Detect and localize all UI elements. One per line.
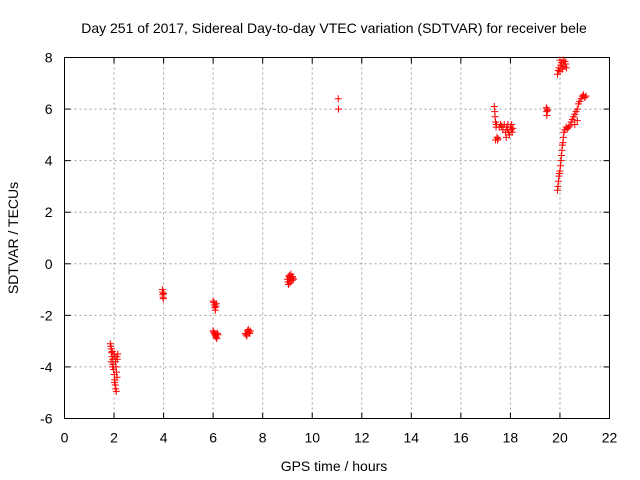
data-point xyxy=(286,279,294,287)
data-point xyxy=(573,117,581,125)
x-tick-label: 18 xyxy=(503,430,519,446)
data-points xyxy=(106,56,590,395)
chart-title: Day 251 of 2017, Sidereal Day-to-day VTE… xyxy=(81,20,587,36)
x-tick-label: 16 xyxy=(453,430,469,446)
x-tick-label: 6 xyxy=(209,430,217,446)
data-point xyxy=(214,331,222,339)
plot-frame xyxy=(64,57,610,419)
x-tick-label: 10 xyxy=(304,430,320,446)
y-axis-label: SDTVAR / TECUs xyxy=(5,182,21,294)
data-point xyxy=(562,60,570,68)
x-axis-label: GPS time / hours xyxy=(281,458,388,474)
y-tick-label: 6 xyxy=(45,101,53,117)
x-tick-label: 2 xyxy=(110,430,118,446)
data-point xyxy=(246,327,254,335)
grid xyxy=(64,57,610,419)
data-point xyxy=(492,136,500,144)
data-point xyxy=(571,121,579,129)
y-tick-label: -2 xyxy=(40,307,53,323)
x-tick-label: 14 xyxy=(404,430,420,446)
data-point xyxy=(509,124,517,132)
data-point xyxy=(508,121,516,129)
x-tick-label: 20 xyxy=(552,430,568,446)
data-point xyxy=(581,93,589,101)
data-point xyxy=(508,128,516,136)
y-tick-label: 0 xyxy=(45,256,53,272)
y-tick-label: 4 xyxy=(45,153,53,169)
data-point xyxy=(109,363,117,371)
data-point xyxy=(573,105,581,113)
x-tick-label: 8 xyxy=(259,430,267,446)
y-tick-label: -6 xyxy=(40,411,53,427)
data-point xyxy=(334,95,342,103)
axis-ticks xyxy=(64,57,610,419)
tick-labels: 0 2 4 6 8 10 12 14 16 18 20 22 -6 -4 -2 0 2 4 6 8 xyxy=(40,50,617,446)
data-point xyxy=(289,275,297,283)
data-point xyxy=(562,64,570,72)
data-point xyxy=(566,122,574,130)
x-tick-label: 22 xyxy=(602,430,618,446)
data-point xyxy=(160,289,168,297)
data-point xyxy=(544,106,552,114)
x-tick-label: 0 xyxy=(61,430,69,446)
y-tick-label: 8 xyxy=(45,50,53,66)
data-point xyxy=(543,112,551,120)
data-point xyxy=(334,105,342,113)
data-point xyxy=(107,358,115,366)
data-point xyxy=(114,350,122,358)
data-point xyxy=(284,280,292,288)
data-point xyxy=(556,56,564,64)
y-tick-label: -4 xyxy=(40,359,53,375)
data-point xyxy=(111,378,119,386)
data-point xyxy=(582,92,590,100)
data-point xyxy=(213,329,221,337)
data-point xyxy=(112,387,120,395)
data-point xyxy=(565,123,573,131)
x-tick-label: 12 xyxy=(354,430,370,446)
data-point xyxy=(113,373,121,381)
data-point xyxy=(212,300,220,308)
y-tick-label: 2 xyxy=(45,204,53,220)
data-point xyxy=(245,328,253,336)
x-tick-label: 4 xyxy=(160,430,168,446)
